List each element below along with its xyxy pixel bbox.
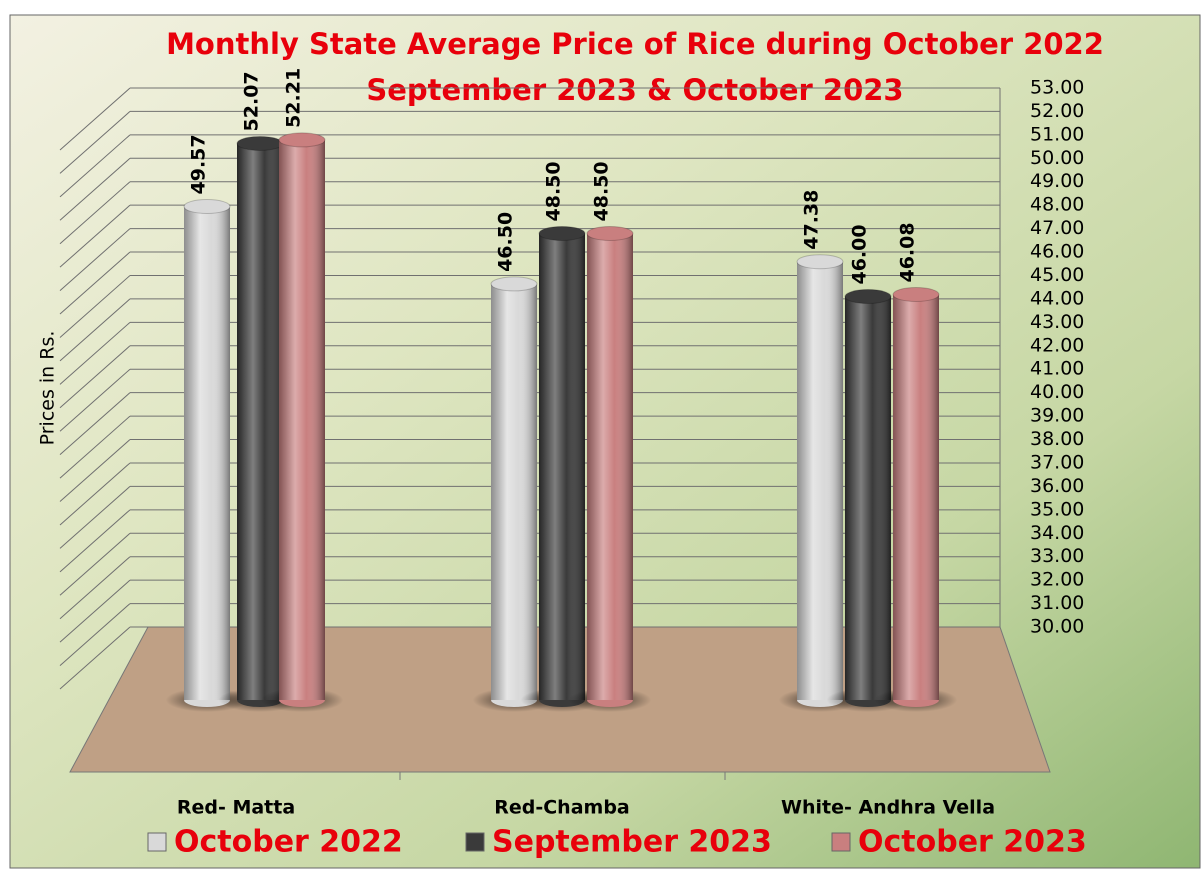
grid-line-side <box>59 368 131 432</box>
value-label: 46.50 <box>495 212 517 272</box>
bar-top <box>538 225 586 241</box>
value-label: 49.57 <box>188 134 210 194</box>
grid-line-side <box>59 415 131 479</box>
y-axis-label: Prices in Rs. <box>37 331 59 446</box>
chart-subtitle: September 2023 & October 2023 <box>366 73 903 107</box>
bar-shade <box>797 261 843 700</box>
y-tick-label: 38.00 <box>1030 428 1084 450</box>
legend-swatch <box>831 832 851 852</box>
bar-shade <box>491 283 537 700</box>
y-tick-label: 50.00 <box>1030 147 1084 169</box>
grid-line-side <box>59 275 131 338</box>
bar-shade <box>184 206 230 700</box>
y-tick-label: 36.00 <box>1030 475 1084 497</box>
value-label: 52.21 <box>283 68 305 128</box>
bar-shade <box>279 139 325 700</box>
y-tick-label: 47.00 <box>1030 217 1084 239</box>
grid-line-side <box>59 87 131 151</box>
bar-top <box>236 135 284 151</box>
value-label: 48.50 <box>591 161 613 221</box>
bar-shade <box>237 143 283 701</box>
value-label: 48.50 <box>543 161 565 221</box>
value-label: 52.07 <box>241 71 263 131</box>
bar-top <box>586 225 634 241</box>
grid-line-side <box>59 626 131 690</box>
grid-line-side <box>59 321 131 385</box>
bar-top <box>892 287 940 303</box>
legend-swatch <box>465 832 485 852</box>
grid-line-side <box>59 204 131 268</box>
y-tick-label: 44.00 <box>1030 287 1084 309</box>
value-label: 47.38 <box>801 190 823 250</box>
y-tick-label: 42.00 <box>1030 334 1084 356</box>
chart-title: Monthly State Average Price of Rice duri… <box>166 27 1104 61</box>
bar-top <box>490 276 538 292</box>
grid-line-side <box>59 509 131 573</box>
grid-line-side <box>59 486 131 549</box>
bar-top <box>796 254 844 270</box>
x-tick-label: Red-Chamba <box>494 797 630 819</box>
grid-line-side <box>59 111 131 174</box>
bar-shade <box>845 296 891 700</box>
y-tick-label: 37.00 <box>1030 451 1084 473</box>
bar-shade <box>893 294 939 700</box>
y-tick-label: 51.00 <box>1030 123 1084 145</box>
legend-swatch <box>147 832 167 852</box>
y-tick-label: 43.00 <box>1030 311 1084 333</box>
legend-label: October 2022 <box>174 825 403 860</box>
y-tick-label: 41.00 <box>1030 358 1084 380</box>
grid-line-side <box>59 251 131 315</box>
grid-line-side <box>59 392 131 456</box>
grid-line-side <box>59 603 131 666</box>
y-tick-label: 35.00 <box>1030 498 1084 520</box>
grid-line-side <box>59 157 131 221</box>
y-tick-label: 33.00 <box>1030 545 1084 567</box>
grid-line-side <box>59 532 131 596</box>
y-tick-label: 30.00 <box>1030 616 1084 638</box>
y-tick-label: 48.00 <box>1030 194 1084 216</box>
bar-top <box>183 198 231 214</box>
y-tick-label: 53.00 <box>1030 77 1084 99</box>
y-tick-label: 52.00 <box>1030 100 1084 122</box>
bar-top <box>844 289 892 305</box>
legend-label: October 2023 <box>858 825 1087 860</box>
grid-line-side <box>59 298 131 362</box>
y-tick-label: 49.00 <box>1030 170 1084 192</box>
grid-line-side <box>59 556 131 620</box>
x-tick-label: White- Andhra Vella <box>781 797 995 819</box>
grid-line-side <box>59 345 131 409</box>
grid-line-side <box>59 439 131 502</box>
grid-line-side <box>59 579 131 643</box>
y-tick-label: 45.00 <box>1030 264 1084 286</box>
y-tick-label: 40.00 <box>1030 381 1084 403</box>
bar-shade <box>539 233 585 700</box>
grid-line-side <box>59 181 131 245</box>
y-tick-label: 34.00 <box>1030 522 1084 544</box>
y-tick-label: 39.00 <box>1030 405 1084 427</box>
y-tick-label: 31.00 <box>1030 592 1084 614</box>
y-tick-label: 46.00 <box>1030 241 1084 263</box>
legend-label: September 2023 <box>492 825 772 860</box>
bar-shade <box>587 233 633 700</box>
value-label: 46.00 <box>849 224 871 284</box>
y-tick-label: 32.00 <box>1030 569 1084 591</box>
value-label: 46.08 <box>897 222 919 282</box>
grid-line-side <box>59 228 131 291</box>
grid-line-side <box>59 462 131 526</box>
grid-line-side <box>59 134 131 198</box>
bar-top <box>278 132 326 148</box>
x-tick-label: Red- Matta <box>177 797 295 819</box>
